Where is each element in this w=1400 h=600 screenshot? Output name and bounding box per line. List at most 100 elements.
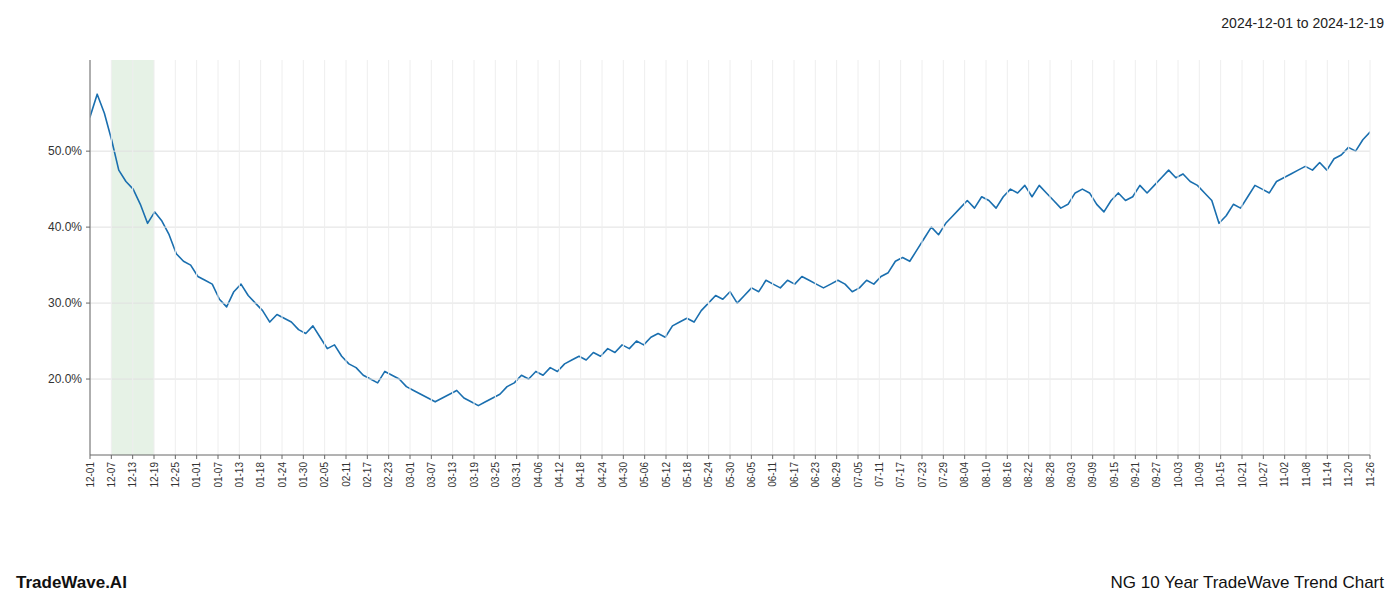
x-tick-label: 08-10 <box>981 462 992 488</box>
x-tick <box>794 455 795 459</box>
x-tick-label: 07-29 <box>938 462 949 488</box>
x-grid-line <box>111 60 112 455</box>
x-grid-line <box>644 60 645 455</box>
x-grid-line <box>815 60 816 455</box>
x-tick <box>1306 455 1307 459</box>
x-tick <box>1007 455 1008 459</box>
x-grid-line <box>943 60 944 455</box>
x-tick-label: 03-13 <box>447 462 458 488</box>
x-tick-label: 07-11 <box>874 462 885 487</box>
x-tick <box>815 455 816 459</box>
y-tick-label: 30.0% <box>48 296 82 310</box>
x-tick-label: 08-28 <box>1045 462 1056 488</box>
x-tick-label: 11-14 <box>1322 462 1333 487</box>
x-tick-label: 08-22 <box>1023 462 1034 488</box>
x-tick-label: 03-31 <box>511 462 522 488</box>
x-tick <box>324 455 325 459</box>
x-tick-label: 03-07 <box>426 462 437 488</box>
x-grid-line <box>1071 60 1072 455</box>
y-tick <box>86 151 90 152</box>
x-tick-label: 10-15 <box>1215 462 1226 488</box>
x-grid-line <box>516 60 517 455</box>
x-tick-label: 04-06 <box>533 462 544 488</box>
x-grid-line <box>324 60 325 455</box>
x-grid-line <box>538 60 539 455</box>
x-grid-line <box>367 60 368 455</box>
x-grid-line <box>836 60 837 455</box>
x-tick <box>154 455 155 459</box>
x-tick-label: 09-09 <box>1087 462 1098 488</box>
x-tick <box>623 455 624 459</box>
subtitle: 2024-12-01 to 2024-12-19 <box>1221 15 1384 31</box>
x-tick-label: 05-30 <box>725 462 736 488</box>
x-tick-label: 07-17 <box>895 462 906 488</box>
x-grid-line <box>602 60 603 455</box>
x-tick <box>559 455 560 459</box>
x-tick-label: 01-30 <box>298 462 309 488</box>
x-tick <box>1327 455 1328 459</box>
y-tick <box>86 227 90 228</box>
x-tick-label: 09-03 <box>1066 462 1077 488</box>
x-tick <box>474 455 475 459</box>
x-tick-label: 12-07 <box>106 462 117 488</box>
x-grid-line <box>154 60 155 455</box>
x-tick-label: 01-13 <box>234 462 245 488</box>
x-tick <box>602 455 603 459</box>
y-tick-label: 50.0% <box>48 144 82 158</box>
x-tick <box>1178 455 1179 459</box>
x-tick <box>111 455 112 459</box>
x-grid-line <box>410 60 411 455</box>
x-tick <box>1135 455 1136 459</box>
x-tick <box>1092 455 1093 459</box>
x-grid-line <box>580 60 581 455</box>
x-tick <box>410 455 411 459</box>
x-tick-label: 10-03 <box>1173 462 1184 488</box>
x-tick-label: 05-06 <box>639 462 650 488</box>
x-grid-line <box>175 60 176 455</box>
x-tick-label: 12-25 <box>170 462 181 488</box>
x-tick-label: 09-27 <box>1151 462 1162 488</box>
x-grid-line <box>431 60 432 455</box>
x-grid-line <box>559 60 560 455</box>
x-tick <box>282 455 283 459</box>
x-grid-line <box>922 60 923 455</box>
x-tick <box>1071 455 1072 459</box>
x-tick <box>858 455 859 459</box>
x-tick-label: 10-21 <box>1237 462 1248 488</box>
x-tick-label: 10-27 <box>1258 462 1269 488</box>
x-tick <box>751 455 752 459</box>
x-tick <box>644 455 645 459</box>
x-tick-label: 06-05 <box>746 462 757 488</box>
x-tick <box>132 455 133 459</box>
x-grid-line <box>1327 60 1328 455</box>
x-grid-line <box>666 60 667 455</box>
x-tick <box>260 455 261 459</box>
x-tick <box>516 455 517 459</box>
x-grid-line <box>964 60 965 455</box>
annotation: TradeWave.AI <box>16 573 127 592</box>
x-tick <box>538 455 539 459</box>
x-grid-line <box>1135 60 1136 455</box>
x-tick-label: 08-04 <box>959 462 970 488</box>
x-grid-line <box>687 60 688 455</box>
x-grid-line <box>1199 60 1200 455</box>
x-tick <box>1199 455 1200 459</box>
x-tick-label: 08-16 <box>1002 462 1013 488</box>
x-tick-label: 05-12 <box>661 462 672 488</box>
x-tick-label: 04-24 <box>597 462 608 488</box>
x-tick-label: 06-17 <box>789 462 800 488</box>
x-tick-label: 03-25 <box>490 462 501 488</box>
x-tick <box>239 455 240 459</box>
x-tick <box>346 455 347 459</box>
x-tick <box>943 455 944 459</box>
x-tick <box>666 455 667 459</box>
x-tick <box>1114 455 1115 459</box>
x-grid-line <box>260 60 261 455</box>
x-tick-label: 03-19 <box>469 462 480 488</box>
y-tick <box>86 303 90 304</box>
x-tick-label: 12-01 <box>85 462 96 488</box>
x-grid-line <box>751 60 752 455</box>
x-grid-line <box>1092 60 1093 455</box>
x-tick <box>196 455 197 459</box>
x-tick-label: 11-20 <box>1343 462 1354 487</box>
